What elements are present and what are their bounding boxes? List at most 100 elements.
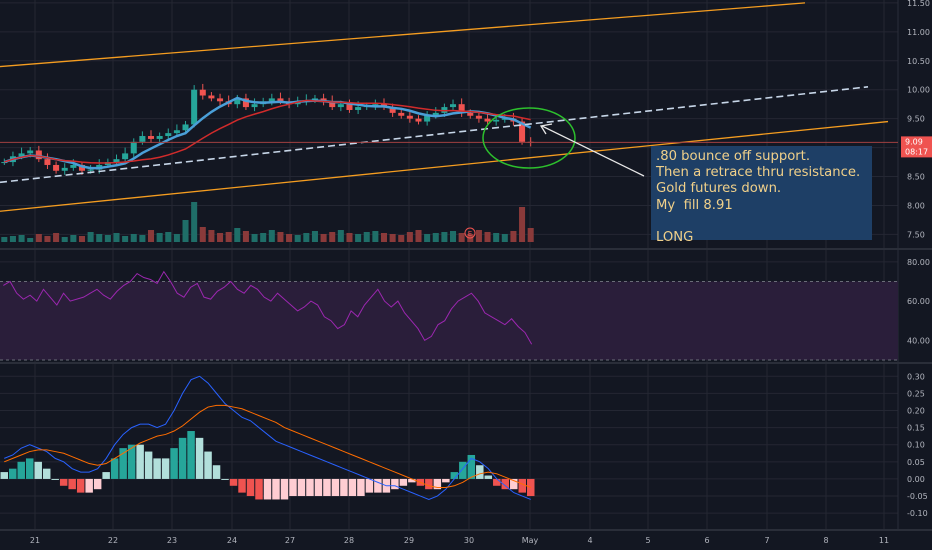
highlight-circle bbox=[482, 107, 576, 169]
volume-bar bbox=[510, 231, 517, 242]
macd-histogram-bar bbox=[34, 461, 42, 479]
volume-bar bbox=[208, 230, 215, 242]
price-axis-tick: 10.50 bbox=[907, 57, 930, 66]
time-axis-tick: 4 bbox=[587, 536, 592, 545]
macd-histogram-bar bbox=[246, 478, 255, 497]
volume-bar bbox=[458, 233, 465, 242]
volume-bar bbox=[35, 234, 42, 242]
macd-histogram-bar bbox=[399, 478, 408, 486]
macd-histogram-bar bbox=[119, 448, 127, 479]
macd-histogram-bar bbox=[136, 444, 144, 479]
volume-bar bbox=[527, 228, 534, 242]
annotation-line-1: .80 bounce off support. bbox=[656, 149, 811, 164]
volume-bar bbox=[139, 235, 146, 242]
macd-histogram-bar bbox=[8, 468, 17, 479]
volume-bar bbox=[441, 232, 448, 242]
macd-histogram-bar bbox=[51, 478, 59, 480]
volume-bar bbox=[519, 207, 526, 242]
price-axis-tick: 11.50 bbox=[907, 0, 930, 8]
time-axis-tick: 28 bbox=[344, 536, 354, 545]
macd-histogram-bar bbox=[493, 478, 501, 486]
ema-line bbox=[3, 96, 532, 170]
volume-bar bbox=[268, 230, 275, 242]
candle-body bbox=[424, 115, 431, 122]
macd-histogram-bar bbox=[314, 478, 323, 497]
macd-histogram-bar bbox=[255, 478, 263, 500]
macd-histogram-bar bbox=[144, 451, 153, 479]
trade-annotation[interactable]: .80 bounce off support. Then a retrace t… bbox=[651, 146, 872, 245]
volume-bar bbox=[286, 234, 293, 242]
volume-bar bbox=[9, 236, 16, 242]
time-axis-tick: 23 bbox=[167, 536, 177, 545]
volume-bar bbox=[337, 230, 344, 242]
candle-body bbox=[78, 164, 85, 171]
macd-histogram-bar bbox=[442, 478, 450, 483]
volume-bar bbox=[363, 232, 370, 242]
price-axis-tick: 8.00 bbox=[907, 201, 925, 210]
macd-histogram-bar bbox=[161, 458, 170, 479]
candle-body bbox=[519, 121, 526, 142]
rsi-axis-tick: 60.00 bbox=[907, 297, 930, 306]
last-price-value: 9.09 bbox=[905, 137, 923, 146]
macd-histogram-bar bbox=[340, 478, 348, 497]
price-axis-tick: 7.50 bbox=[907, 230, 925, 239]
support-trendline bbox=[0, 86, 869, 184]
time-axis-tick: May bbox=[522, 536, 539, 545]
candle-body bbox=[113, 159, 120, 163]
candle-body bbox=[173, 130, 180, 134]
macd-histogram-bar bbox=[501, 478, 510, 490]
candle-body bbox=[53, 164, 60, 171]
rsi-line bbox=[3, 270, 533, 345]
candle-body bbox=[182, 124, 189, 131]
candle-body bbox=[217, 98, 224, 102]
macd-histogram-bar bbox=[374, 478, 382, 493]
volume-bar bbox=[96, 234, 103, 242]
volume-bar bbox=[199, 227, 206, 242]
macd-axis-tick: 0.10 bbox=[907, 441, 925, 450]
candle-body bbox=[406, 115, 413, 119]
macd-histogram-bar bbox=[85, 478, 93, 493]
macd-axis-tick: 0.15 bbox=[907, 424, 925, 433]
annotation-line-2: Then a retrace thru resistance. bbox=[656, 165, 861, 181]
candle-body bbox=[268, 98, 275, 102]
volume-bar bbox=[329, 232, 336, 242]
volume-bar bbox=[424, 234, 431, 242]
macd-histogram-bar bbox=[127, 444, 136, 479]
volume-bar bbox=[1, 237, 8, 242]
macd-histogram-bar bbox=[229, 478, 238, 486]
volume-bar bbox=[130, 234, 137, 242]
macd-histogram-bar bbox=[93, 478, 102, 490]
macd-histogram-bar bbox=[263, 478, 272, 500]
macd-line bbox=[4, 375, 531, 501]
macd-histogram-bar bbox=[391, 478, 399, 490]
time-axis-tick: 30 bbox=[464, 536, 474, 545]
candle-body bbox=[329, 101, 336, 108]
volume-bar bbox=[104, 235, 111, 242]
macd-histogram-bar bbox=[102, 472, 110, 479]
candle-body bbox=[61, 167, 68, 171]
volume-bar bbox=[415, 230, 422, 242]
time-axis-tick: 11 bbox=[879, 536, 889, 545]
volume-bar bbox=[225, 232, 232, 242]
sma-line bbox=[4, 99, 531, 164]
rsi-axis-tick: 40.00 bbox=[907, 336, 930, 345]
volume-bar bbox=[165, 232, 172, 242]
candle-body bbox=[208, 95, 215, 99]
macd-histogram-bar bbox=[195, 437, 204, 479]
candle-body bbox=[415, 118, 422, 122]
macd-axis-tick: 0.30 bbox=[907, 372, 925, 381]
rsi-band bbox=[0, 281, 898, 360]
time-axis-tick: 21 bbox=[30, 536, 40, 545]
macd-histogram-bar bbox=[221, 478, 229, 480]
candle-body bbox=[139, 136, 146, 142]
macd-histogram-bar bbox=[459, 461, 467, 479]
candle-body bbox=[320, 98, 327, 102]
candle-body bbox=[234, 98, 241, 105]
candle-body bbox=[311, 98, 318, 101]
candle-body bbox=[199, 89, 206, 96]
volume-bar bbox=[260, 233, 267, 242]
macd-histogram-bar bbox=[204, 451, 212, 479]
annotation-line-5 bbox=[656, 214, 872, 230]
annotation-line-6: LONG bbox=[656, 230, 694, 246]
